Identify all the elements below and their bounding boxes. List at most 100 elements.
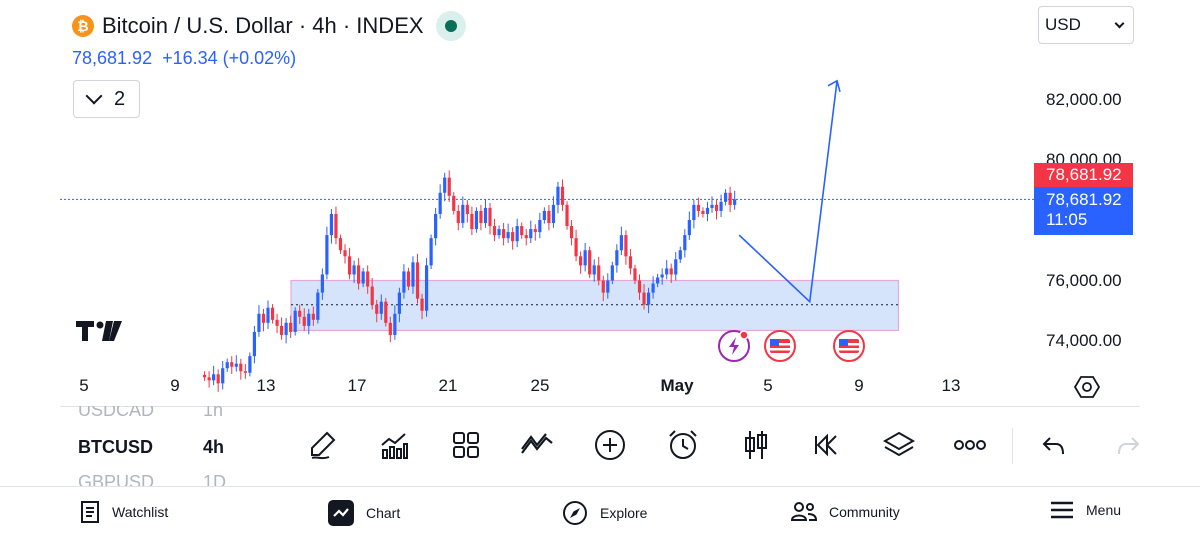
replay-icon[interactable] [809, 427, 845, 463]
candle [678, 246, 682, 263]
symbol-row[interactable]: GBPUSD 1D [78, 472, 238, 486]
candle [701, 207, 705, 218]
collapse-indicators-button[interactable]: 2 [73, 80, 140, 118]
candle [651, 276, 655, 299]
candle [384, 298, 388, 327]
candle [361, 267, 365, 288]
candle [520, 222, 524, 239]
time-axis-label: 13 [941, 376, 961, 395]
earnings-event-icon[interactable] [718, 330, 750, 362]
candle [402, 264, 406, 299]
candle [714, 200, 719, 220]
candle [270, 304, 275, 324]
candle [379, 294, 383, 320]
bitcoin-icon: ₿ [72, 15, 94, 37]
community-icon [791, 502, 817, 521]
chart-settings-icon[interactable] [1074, 374, 1100, 400]
candle [583, 242, 587, 272]
candle [719, 194, 723, 217]
price-chart[interactable] [0, 0, 1200, 410]
candle [483, 199, 488, 228]
symbol-title[interactable]: Bitcoin / U.S. Dollar · 4h · INDEX [102, 13, 424, 38]
candle [279, 317, 284, 340]
time-axis-label: 21 [438, 376, 458, 395]
candle [438, 184, 442, 219]
candle [347, 247, 352, 280]
chart-divider [60, 406, 1140, 407]
candle [343, 244, 347, 264]
candle [642, 284, 646, 310]
candle [574, 229, 578, 262]
candle [311, 306, 315, 326]
time-axis-label: 9 [854, 376, 864, 395]
nav-community[interactable]: Community [791, 500, 900, 524]
candle [515, 218, 519, 248]
nav-menu[interactable]: Menu [1050, 500, 1121, 520]
candle [230, 356, 234, 374]
candles-icon[interactable] [738, 427, 774, 463]
candle [275, 313, 279, 334]
candle [289, 315, 293, 338]
candle [705, 201, 710, 222]
candle [293, 307, 297, 336]
us-flag-event-icon[interactable] [833, 330, 865, 362]
price-scale-label: 82,000.00 [1046, 90, 1122, 109]
candle [723, 189, 728, 206]
symbol-interval: 1h [203, 406, 224, 420]
candle [606, 273, 610, 299]
candle [656, 273, 660, 288]
currency-value: USD [1045, 15, 1081, 34]
drawing-tools-icon[interactable] [519, 427, 555, 463]
candle [524, 229, 528, 246]
pencil-icon[interactable] [305, 427, 341, 463]
symbol-switcher[interactable]: USDCAD 1h BTCUSD 4h GBPUSD 1D [78, 406, 238, 486]
symbol-header: ₿ Bitcoin / U.S. Dollar · 4h · INDEX [72, 10, 466, 42]
more-icon[interactable] [952, 427, 988, 463]
symbol-interval: 1D [203, 472, 227, 486]
candle [624, 230, 628, 265]
candle [239, 358, 243, 380]
watchlist-icon [81, 501, 99, 523]
bottom-navigation: Watchlist Chart Explore Community Menu [0, 486, 1200, 540]
candle [501, 223, 506, 246]
market-status-icon[interactable] [435, 11, 466, 41]
symbol-interval: 4h [203, 437, 225, 457]
candle [212, 365, 216, 386]
layers-icon[interactable] [881, 427, 917, 463]
add-icon[interactable] [592, 427, 628, 463]
candle [316, 288, 320, 324]
candle [370, 278, 374, 310]
symbol-row[interactable]: USDCAD 1h [78, 406, 238, 421]
symbol-row-active[interactable]: BTCUSD 4h [78, 437, 238, 458]
candle [415, 253, 420, 304]
candle [560, 179, 565, 211]
time-axis-label: 5 [79, 376, 89, 395]
candle [429, 234, 433, 270]
layouts-icon[interactable] [448, 427, 484, 463]
indicators-icon[interactable] [376, 427, 412, 463]
candle [497, 225, 501, 239]
symbol-name: USDCAD [78, 406, 155, 420]
candle [669, 263, 673, 283]
indicator-count: 2 [113, 87, 126, 110]
countdown-price: 78,681.92 [1046, 190, 1122, 209]
nav-watchlist[interactable]: Watchlist [80, 500, 168, 524]
candle [533, 224, 537, 241]
undo-icon[interactable] [1036, 427, 1072, 463]
price-line: 78,681.92 +16.34 (+0.02%) [72, 48, 296, 69]
nav-chart[interactable]: Chart [328, 500, 400, 526]
currency-select[interactable]: USD [1038, 6, 1134, 44]
alarm-icon[interactable] [665, 427, 701, 463]
candle [424, 258, 429, 317]
tradingview-logo-icon [76, 321, 122, 341]
us-flag-event-icon[interactable] [764, 330, 796, 362]
redo-icon[interactable] [1110, 427, 1146, 463]
candle [660, 268, 664, 285]
candle [597, 256, 601, 286]
candle [710, 196, 714, 213]
candle [565, 201, 569, 230]
nav-explore[interactable]: Explore [562, 500, 647, 526]
chart-icon [328, 500, 354, 526]
candle [216, 369, 220, 392]
last-price-tag: 78,681.92 [1034, 163, 1133, 187]
